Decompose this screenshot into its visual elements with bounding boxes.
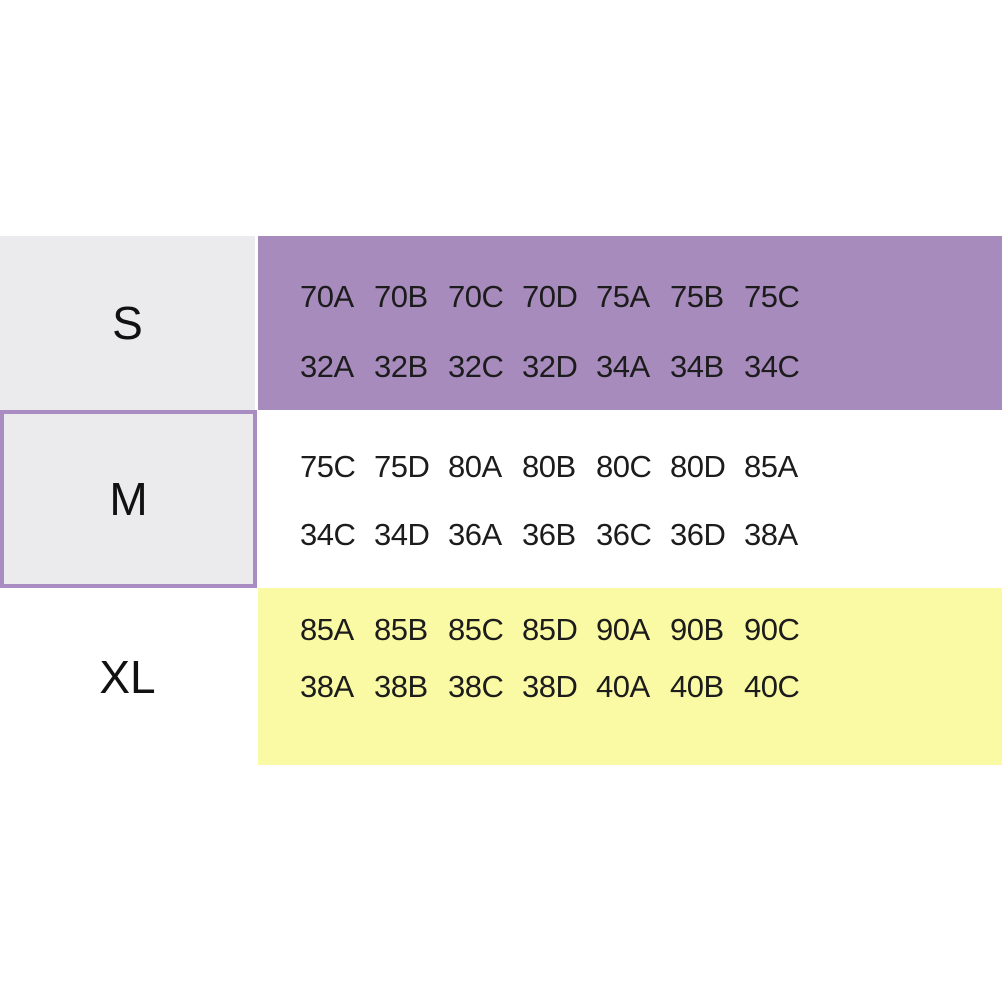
size-label-cell-xl: XL: [0, 588, 255, 765]
size-cell: 40C: [744, 669, 800, 704]
size-cell: 85A: [744, 449, 798, 484]
size-cell: 70B: [374, 279, 428, 314]
size-cell: 85A: [300, 612, 354, 647]
size-band-xl: 85A 85B 85C 85D 90A 90B 90C 38A 38B 38C …: [258, 588, 1002, 765]
size-label-s: S: [112, 297, 143, 349]
size-cell: 80C: [596, 449, 652, 484]
us-sizes-xl: 38A 38B 38C 38D 40A 40B 40C: [300, 669, 800, 705]
size-cell: 85C: [448, 612, 504, 647]
eu-sizes-xl: 85A 85B 85C 85D 90A 90B 90C: [300, 612, 800, 648]
size-cell: 36D: [670, 517, 726, 552]
size-cell: 40B: [670, 669, 724, 704]
size-cell: 90C: [744, 612, 800, 647]
size-chart: S 70A 70B 70C 70D 75A 75B 75C 32A 32B 32…: [0, 236, 1002, 765]
size-cell: 36B: [522, 517, 576, 552]
size-cell: 75D: [374, 449, 430, 484]
eu-sizes-m: 75C 75D 80A 80B 80C 80D 85A: [300, 449, 798, 485]
size-cell: 70D: [522, 279, 578, 314]
size-cell: 80A: [448, 449, 502, 484]
size-band-m: 75C 75D 80A 80B 80C 80D 85A 34C 34D 36A …: [258, 410, 1002, 588]
size-cell: 38A: [300, 669, 354, 704]
size-label-cell-m: M: [0, 410, 257, 588]
eu-sizes-s: 70A 70B 70C 70D 75A 75B 75C: [300, 279, 800, 315]
size-cell: 80B: [522, 449, 576, 484]
size-cell: 34C: [300, 517, 356, 552]
size-cell: 75C: [744, 279, 800, 314]
size-cell: 38C: [448, 669, 504, 704]
size-cell: 75A: [596, 279, 650, 314]
size-cell: 38B: [374, 669, 428, 704]
size-cell: 80D: [670, 449, 726, 484]
size-cell: 40A: [596, 669, 650, 704]
size-cell: 34B: [670, 349, 724, 384]
size-cell: 34C: [744, 349, 800, 384]
size-cell: 36C: [596, 517, 652, 552]
size-label-xl: XL: [99, 650, 156, 703]
size-cell: 38D: [522, 669, 578, 704]
us-sizes-s: 32A 32B 32C 32D 34A 34B 34C: [300, 349, 800, 385]
size-row-m: M 75C 75D 80A 80B 80C 80D 85A 34C 34D 36…: [0, 410, 1002, 588]
size-cell: 90A: [596, 612, 650, 647]
size-cell: 34A: [596, 349, 650, 384]
us-sizes-m: 34C 34D 36A 36B 36C 36D 38A: [300, 517, 798, 553]
size-cell: 70A: [300, 279, 354, 314]
size-cell: 85D: [522, 612, 578, 647]
size-band-s: 70A 70B 70C 70D 75A 75B 75C 32A 32B 32C …: [258, 236, 1002, 410]
size-cell: 38A: [744, 517, 798, 552]
size-cell: 36A: [448, 517, 502, 552]
size-cell: 34D: [374, 517, 430, 552]
size-cell: 32D: [522, 349, 578, 384]
size-cell: 70C: [448, 279, 504, 314]
size-row-xl: XL 85A 85B 85C 85D 90A 90B 90C 38A 38B 3…: [0, 588, 1002, 765]
size-label-cell-s: S: [0, 236, 255, 410]
size-row-s: S 70A 70B 70C 70D 75A 75B 75C 32A 32B 32…: [0, 236, 1002, 410]
size-cell: 75B: [670, 279, 724, 314]
size-cell: 90B: [670, 612, 724, 647]
size-label-m: M: [109, 473, 148, 525]
size-cell: 85B: [374, 612, 428, 647]
size-cell: 32A: [300, 349, 354, 384]
size-cell: 32B: [374, 349, 428, 384]
size-cell: 32C: [448, 349, 504, 384]
size-cell: 75C: [300, 449, 356, 484]
